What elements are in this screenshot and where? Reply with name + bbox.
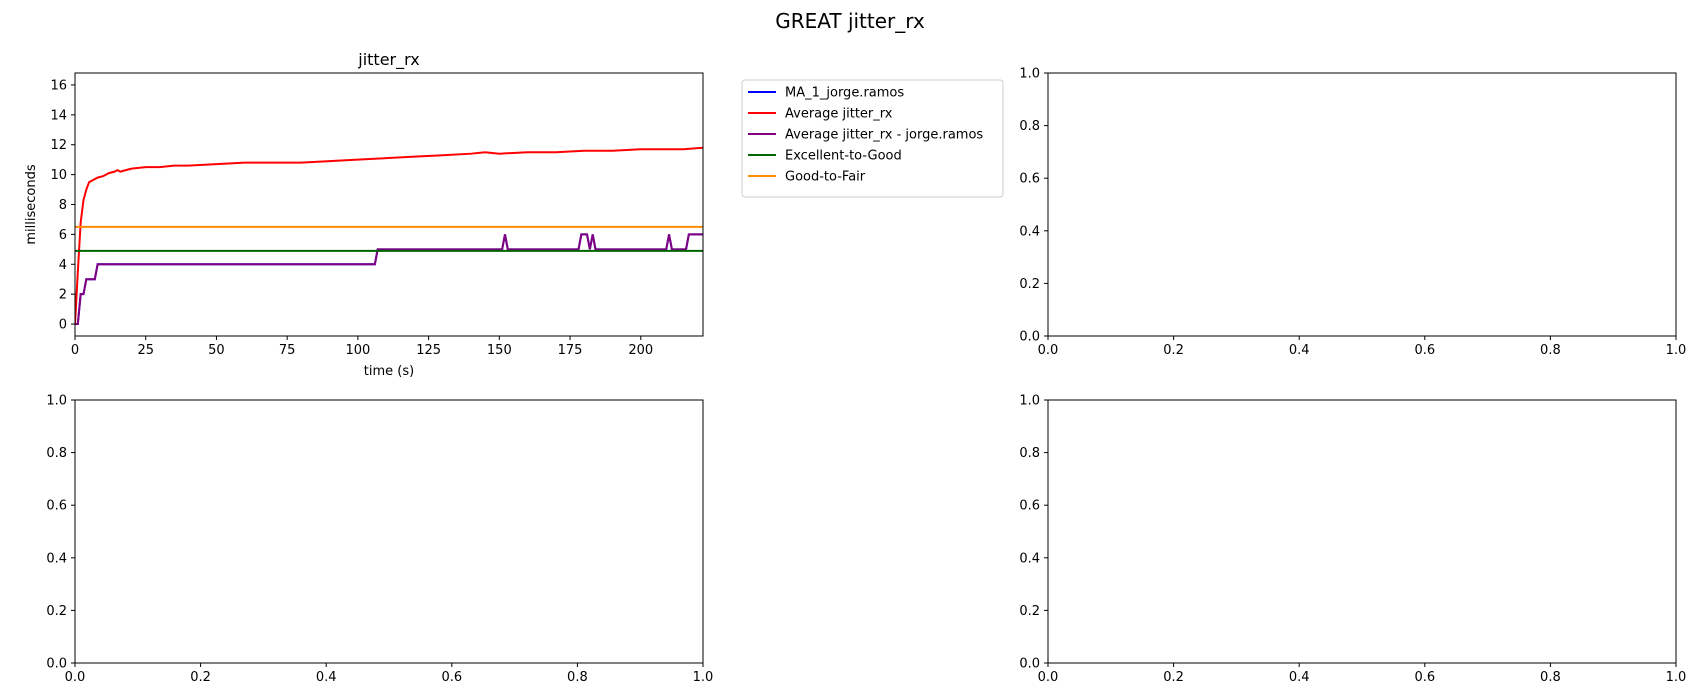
- x-tick-label: 1.0: [693, 670, 714, 685]
- y-tick-label: 0.8: [1019, 119, 1040, 134]
- y-tick-label: 14: [50, 108, 67, 123]
- x-tick-label: 0.8: [567, 670, 588, 685]
- x-tick-label: 0.8: [1540, 343, 1561, 358]
- y-tick-label: 0.2: [46, 604, 67, 619]
- y-tick-label: 1.0: [46, 394, 67, 409]
- figure-title: GREAT jitter_rx: [775, 9, 925, 33]
- y-tick-label: 0.8: [1019, 446, 1040, 461]
- y-tick-label: 0.0: [46, 657, 67, 672]
- y-tick-label: 0: [59, 318, 67, 333]
- y-tick-label: 0.4: [46, 551, 67, 566]
- y-tick-label: 0.6: [1019, 499, 1040, 514]
- y-tick-label: 8: [59, 198, 67, 213]
- y-tick-label: 6: [59, 228, 67, 243]
- x-tick-label: 50: [208, 343, 225, 358]
- x-tick-label: 0.2: [1163, 343, 1184, 358]
- x-tick-label: 0: [71, 343, 79, 358]
- y-tick-label: 0.2: [1019, 277, 1040, 292]
- y-tick-label: 1.0: [1019, 67, 1040, 82]
- x-axis-label: time (s): [364, 364, 414, 379]
- series-line-average-jitter-rx: [75, 146, 703, 325]
- x-tick-label: 1.0: [1666, 343, 1687, 358]
- x-tick-label: 0.0: [1038, 343, 1059, 358]
- chart-title: jitter_rx: [357, 50, 419, 70]
- x-tick-label: 150: [487, 343, 512, 358]
- x-tick-label: 0.2: [190, 670, 211, 685]
- jitter-rx-plot: 0 25 50 75 100 125 150 175 200 0 2 4 6 8 10 12 14 16 jitte…: [24, 50, 704, 379]
- empty-plot-top-right: 0.0 0.2 0.4 0.6 0.8 1.0 0.0 0.2 0.4 0.6 0.8 1.0: [1019, 67, 1686, 359]
- y-tick-label: 1.0: [1019, 394, 1040, 409]
- legend-label: Good-to-Fair: [785, 170, 866, 185]
- legend-label: Average jitter_rx - jorge.ramos: [785, 128, 983, 143]
- x-tick-label: 0.2: [1163, 670, 1184, 685]
- axes-frame: [74, 72, 704, 337]
- x-tick-label: 100: [345, 343, 370, 358]
- y-tick-label: 0.0: [1019, 330, 1040, 345]
- x-tick-label: 0.4: [1289, 343, 1310, 358]
- series-line-ma-1-jorge-ramos: [75, 233, 703, 326]
- legend-label: Average jitter_rx: [785, 107, 893, 122]
- x-tick-label: 0.6: [1414, 343, 1435, 358]
- x-tick-label: 0.0: [65, 670, 86, 685]
- x-tick-label: 0.6: [1414, 670, 1435, 685]
- x-tick-label: 1.0: [1666, 670, 1687, 685]
- y-tick-label: 0.6: [1019, 172, 1040, 187]
- y-tick-label: 0.2: [1019, 604, 1040, 619]
- legend-label: MA_1_jorge.ramos: [785, 86, 904, 101]
- x-tick-label: 25: [137, 343, 154, 358]
- x-tick-label: 75: [279, 343, 296, 358]
- x-tick-label: 0.8: [1540, 670, 1561, 685]
- y-tick-label: 4: [59, 258, 67, 273]
- x-tick-label: 175: [558, 343, 583, 358]
- x-tick-label: 0.0: [1038, 670, 1059, 685]
- y-tick-label: 0.6: [46, 499, 67, 514]
- x-tick-label: 0.4: [316, 670, 337, 685]
- y-axis-label: milliseconds: [24, 164, 39, 244]
- y-tick-label: 16: [50, 78, 67, 93]
- x-tick-label: 0.6: [441, 670, 462, 685]
- empty-plot-bottom-left: 0.0 0.2 0.4 0.6 0.8 1.0 0.0 0.2 0.4 0.6 0.8 1.0: [46, 394, 713, 686]
- axes-frame: [1047, 72, 1677, 337]
- legend: MA_1_jorge.ramos Average jitter_rx Average…: [741, 79, 1004, 198]
- y-tick-label: 0.8: [46, 446, 67, 461]
- legend-label: Excellent-to-Good: [785, 149, 902, 164]
- x-tick-label: 0.4: [1289, 670, 1310, 685]
- axes-frame: [1047, 399, 1677, 664]
- empty-plot-bottom-right: 0.0 0.2 0.4 0.6 0.8 1.0 0.0 0.2 0.4 0.6 0.8 1.0: [1019, 394, 1686, 686]
- x-tick-label: 125: [416, 343, 441, 358]
- legend-frame: [741, 79, 1004, 198]
- y-tick-label: 0.4: [1019, 551, 1040, 566]
- y-tick-label: 0.4: [1019, 224, 1040, 239]
- y-tick-label: 2: [59, 288, 67, 303]
- y-tick-label: 12: [50, 138, 67, 153]
- y-tick-label: 0.0: [1019, 657, 1040, 672]
- y-tick-label: 10: [50, 168, 67, 183]
- x-tick-label: 200: [628, 343, 653, 358]
- series-line-average-jitter-rx-jorge-ramos: [75, 233, 703, 326]
- axes-frame: [74, 399, 704, 664]
